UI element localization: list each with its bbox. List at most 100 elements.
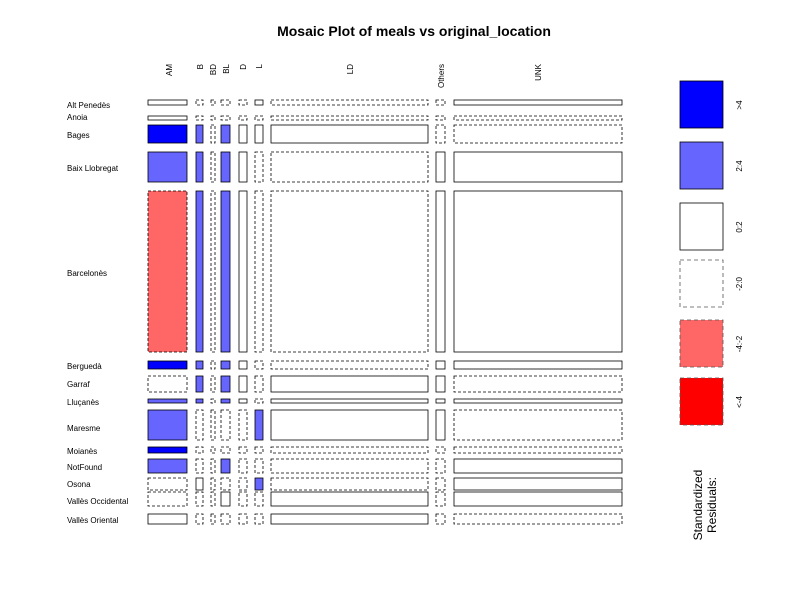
mosaic-cell-bl-1	[220, 99, 231, 106]
mosaic-cell-am-7	[147, 375, 188, 393]
mosaic-cell-unk-10	[453, 446, 623, 454]
mosaic-cell-b-7	[195, 375, 204, 393]
column-label: AM	[165, 64, 174, 76]
mosaic-cell-ld-8	[270, 398, 429, 404]
mosaic-cell-bd-8	[210, 398, 216, 404]
row-label: Barcelonès	[67, 269, 107, 278]
mosaic-cell-l-11	[254, 458, 264, 474]
mosaic-cell-unk-1	[453, 99, 623, 106]
mosaic-cell-others-13	[435, 491, 446, 507]
row-label: Garraf	[67, 380, 90, 389]
mosaic-cell-b-6	[195, 360, 204, 370]
mosaic-cell-l-7	[254, 375, 264, 393]
row-label: Bages	[67, 131, 90, 140]
mosaic-cell-ld-12	[270, 477, 429, 491]
column-label: Others	[437, 64, 446, 88]
chart-title: Mosaic Plot of meals vs original_locatio…	[277, 23, 551, 39]
mosaic-cell-d-3	[238, 124, 248, 144]
row-label: Lluçanès	[67, 398, 99, 407]
mosaic-cell-bd-10	[210, 446, 216, 454]
mosaic-cell-am-10	[147, 446, 188, 454]
mosaic-cell-others-10	[435, 446, 446, 454]
mosaic-cell-ld-14	[270, 513, 429, 525]
mosaic-cell-bd-5	[210, 190, 216, 353]
mosaic-cell-am-13	[147, 491, 188, 507]
mosaic-cell-others-2	[435, 115, 446, 121]
mosaic-cell-am-4	[147, 151, 188, 183]
legend-swatch	[679, 319, 724, 368]
mosaic-cell-d-8	[238, 398, 248, 404]
mosaic-cell-others-4	[435, 151, 446, 183]
mosaic-cell-l-14	[254, 513, 264, 525]
legend-title-line1: Standardized	[691, 470, 705, 541]
mosaic-cell-others-5	[435, 190, 446, 353]
mosaic-cell-ld-7	[270, 375, 429, 393]
mosaic-cell-others-14	[435, 513, 446, 525]
mosaic-cell-l-4	[254, 151, 264, 183]
mosaic-cell-d-11	[238, 458, 248, 474]
mosaic-cell-others-1	[435, 99, 446, 106]
mosaic-cell-b-4	[195, 151, 204, 183]
legend-label: -2:0	[735, 277, 744, 291]
mosaic-cell-am-5	[147, 190, 188, 353]
mosaic-cell-d-14	[238, 513, 248, 525]
row-label: Vallès Oriental	[67, 516, 119, 525]
mosaic-cell-am-6	[147, 360, 188, 370]
row-label: NotFound	[67, 463, 102, 472]
mosaic-cell-bl-2	[220, 115, 231, 121]
mosaic-cell-unk-5	[453, 190, 623, 353]
mosaic-cell-unk-9	[453, 409, 623, 441]
residual-legend: >4 2:4 0:2 -2:0 -4:-2 <-4	[679, 80, 744, 426]
mosaic-cell-unk-7	[453, 375, 623, 393]
mosaic-cell-bl-10	[220, 446, 231, 454]
mosaic-cell-unk-12	[453, 477, 623, 491]
mosaic-cell-bl-6	[220, 360, 231, 370]
mosaic-cell-bd-9	[210, 409, 216, 441]
mosaic-cell-others-8	[435, 398, 446, 404]
mosaic-cell-bd-1	[210, 99, 216, 106]
mosaic-cell-am-11	[147, 458, 188, 474]
row-label: Anoia	[67, 113, 88, 122]
mosaic-cell-bl-3	[220, 124, 231, 144]
row-label: Moianès	[67, 447, 97, 456]
mosaic-cells	[147, 99, 623, 525]
legend-label: -4:-2	[735, 335, 744, 352]
mosaic-cell-l-13	[254, 491, 264, 507]
mosaic-cell-bd-2	[210, 115, 216, 121]
mosaic-cell-l-5	[254, 190, 264, 353]
mosaic-cell-b-3	[195, 124, 204, 144]
mosaic-cell-bl-13	[220, 491, 231, 507]
mosaic-cell-bd-13	[210, 491, 216, 507]
mosaic-cell-b-8	[195, 398, 204, 404]
row-label: Berguedà	[67, 362, 102, 371]
mosaic-cell-unk-4	[453, 151, 623, 183]
row-label: Baix Llobregat	[67, 164, 119, 173]
mosaic-cell-b-2	[195, 115, 204, 121]
mosaic-cell-bd-4	[210, 151, 216, 183]
mosaic-cell-bl-4	[220, 151, 231, 183]
mosaic-cell-l-9	[254, 409, 264, 441]
mosaic-cell-am-2	[147, 115, 188, 121]
mosaic-cell-unk-14	[453, 513, 623, 525]
legend-swatch	[679, 259, 724, 308]
row-label: Alt Penedès	[67, 101, 110, 110]
mosaic-cell-l-10	[254, 446, 264, 454]
mosaic-cell-d-6	[238, 360, 248, 370]
mosaic-cell-ld-11	[270, 458, 429, 474]
mosaic-cell-b-10	[195, 446, 204, 454]
mosaic-cell-b-5	[195, 190, 204, 353]
mosaic-cell-bl-11	[220, 458, 231, 474]
mosaic-cell-am-3	[147, 124, 188, 144]
mosaic-cell-am-12	[147, 477, 188, 491]
mosaic-cell-ld-9	[270, 409, 429, 441]
column-label: BD	[209, 64, 218, 75]
mosaic-cell-bd-6	[210, 360, 216, 370]
mosaic-cell-am-8	[147, 398, 188, 404]
mosaic-cell-am-9	[147, 409, 188, 441]
mosaic-cell-others-7	[435, 375, 446, 393]
legend-label: 0:2	[735, 221, 744, 233]
mosaic-cell-bd-11	[210, 458, 216, 474]
column-label: LD	[346, 64, 355, 74]
legend-label: 2:4	[735, 160, 744, 172]
